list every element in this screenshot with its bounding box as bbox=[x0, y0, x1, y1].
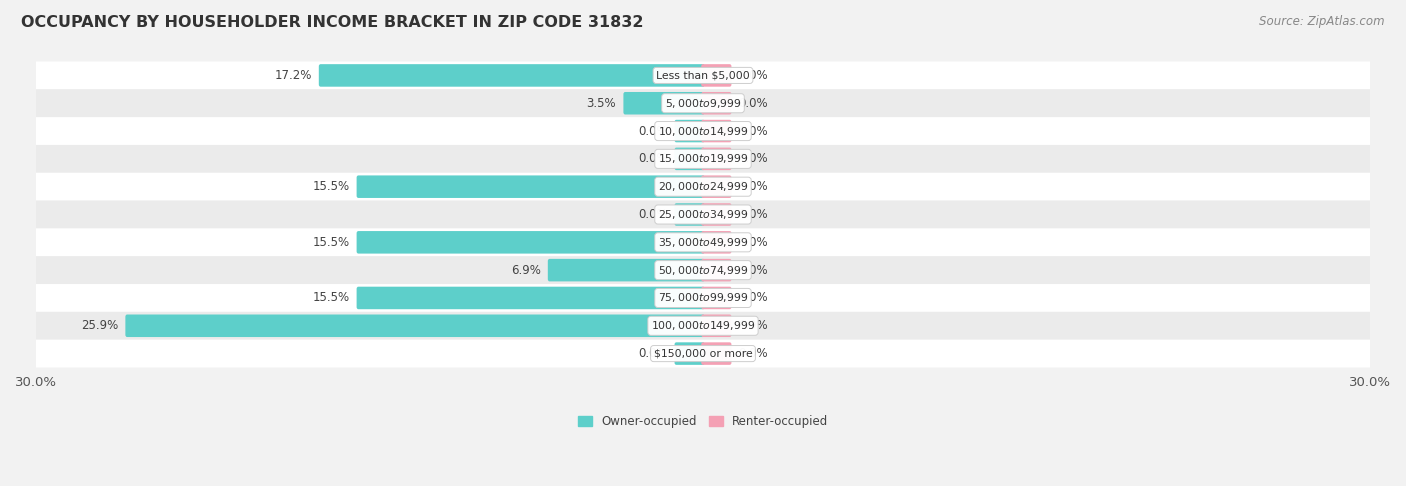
Text: $10,000 to $14,999: $10,000 to $14,999 bbox=[658, 124, 748, 138]
Text: Less than $5,000: Less than $5,000 bbox=[657, 70, 749, 80]
FancyBboxPatch shape bbox=[623, 92, 704, 115]
FancyBboxPatch shape bbox=[37, 228, 1369, 256]
FancyBboxPatch shape bbox=[37, 256, 1369, 284]
Text: $20,000 to $24,999: $20,000 to $24,999 bbox=[658, 180, 748, 193]
FancyBboxPatch shape bbox=[37, 312, 1369, 340]
Text: 0.0%: 0.0% bbox=[638, 208, 668, 221]
FancyBboxPatch shape bbox=[319, 64, 704, 87]
FancyBboxPatch shape bbox=[702, 259, 731, 281]
Text: 0.0%: 0.0% bbox=[738, 97, 768, 110]
Text: 0.0%: 0.0% bbox=[738, 124, 768, 138]
Text: 0.0%: 0.0% bbox=[738, 263, 768, 277]
FancyBboxPatch shape bbox=[702, 342, 731, 365]
Text: 0.0%: 0.0% bbox=[738, 347, 768, 360]
Text: $5,000 to $9,999: $5,000 to $9,999 bbox=[665, 97, 741, 110]
Text: 15.5%: 15.5% bbox=[312, 180, 350, 193]
FancyBboxPatch shape bbox=[702, 203, 731, 226]
FancyBboxPatch shape bbox=[37, 145, 1369, 173]
FancyBboxPatch shape bbox=[125, 314, 704, 337]
Text: $150,000 or more: $150,000 or more bbox=[654, 348, 752, 359]
Text: 0.0%: 0.0% bbox=[738, 69, 768, 82]
Text: 0.0%: 0.0% bbox=[738, 208, 768, 221]
Text: 6.9%: 6.9% bbox=[510, 263, 541, 277]
FancyBboxPatch shape bbox=[37, 201, 1369, 228]
FancyBboxPatch shape bbox=[702, 287, 731, 309]
Text: 17.2%: 17.2% bbox=[274, 69, 312, 82]
FancyBboxPatch shape bbox=[548, 259, 704, 281]
Text: Source: ZipAtlas.com: Source: ZipAtlas.com bbox=[1260, 15, 1385, 28]
Text: 0.0%: 0.0% bbox=[638, 347, 668, 360]
Text: 25.9%: 25.9% bbox=[82, 319, 118, 332]
FancyBboxPatch shape bbox=[702, 175, 731, 198]
FancyBboxPatch shape bbox=[37, 62, 1369, 89]
Text: 0.0%: 0.0% bbox=[738, 319, 768, 332]
Text: $15,000 to $19,999: $15,000 to $19,999 bbox=[658, 153, 748, 165]
Text: $100,000 to $149,999: $100,000 to $149,999 bbox=[651, 319, 755, 332]
FancyBboxPatch shape bbox=[702, 314, 731, 337]
Text: OCCUPANCY BY HOUSEHOLDER INCOME BRACKET IN ZIP CODE 31832: OCCUPANCY BY HOUSEHOLDER INCOME BRACKET … bbox=[21, 15, 644, 30]
FancyBboxPatch shape bbox=[357, 231, 704, 254]
FancyBboxPatch shape bbox=[357, 175, 704, 198]
Text: 0.0%: 0.0% bbox=[638, 153, 668, 165]
Text: 0.0%: 0.0% bbox=[738, 292, 768, 304]
FancyBboxPatch shape bbox=[702, 148, 731, 170]
FancyBboxPatch shape bbox=[37, 284, 1369, 312]
FancyBboxPatch shape bbox=[37, 173, 1369, 201]
Text: $35,000 to $49,999: $35,000 to $49,999 bbox=[658, 236, 748, 249]
Text: 15.5%: 15.5% bbox=[312, 292, 350, 304]
FancyBboxPatch shape bbox=[702, 120, 731, 142]
FancyBboxPatch shape bbox=[675, 203, 704, 226]
FancyBboxPatch shape bbox=[702, 231, 731, 254]
FancyBboxPatch shape bbox=[37, 89, 1369, 117]
FancyBboxPatch shape bbox=[702, 64, 731, 87]
FancyBboxPatch shape bbox=[702, 92, 731, 115]
FancyBboxPatch shape bbox=[37, 340, 1369, 367]
Text: 15.5%: 15.5% bbox=[312, 236, 350, 249]
FancyBboxPatch shape bbox=[675, 342, 704, 365]
FancyBboxPatch shape bbox=[357, 287, 704, 309]
FancyBboxPatch shape bbox=[675, 148, 704, 170]
Text: $50,000 to $74,999: $50,000 to $74,999 bbox=[658, 263, 748, 277]
Text: $25,000 to $34,999: $25,000 to $34,999 bbox=[658, 208, 748, 221]
Text: 0.0%: 0.0% bbox=[738, 153, 768, 165]
Text: $75,000 to $99,999: $75,000 to $99,999 bbox=[658, 292, 748, 304]
Text: 0.0%: 0.0% bbox=[738, 236, 768, 249]
FancyBboxPatch shape bbox=[37, 117, 1369, 145]
Text: 3.5%: 3.5% bbox=[586, 97, 616, 110]
Text: 0.0%: 0.0% bbox=[638, 124, 668, 138]
Text: 0.0%: 0.0% bbox=[738, 180, 768, 193]
Legend: Owner-occupied, Renter-occupied: Owner-occupied, Renter-occupied bbox=[572, 411, 834, 433]
FancyBboxPatch shape bbox=[675, 120, 704, 142]
